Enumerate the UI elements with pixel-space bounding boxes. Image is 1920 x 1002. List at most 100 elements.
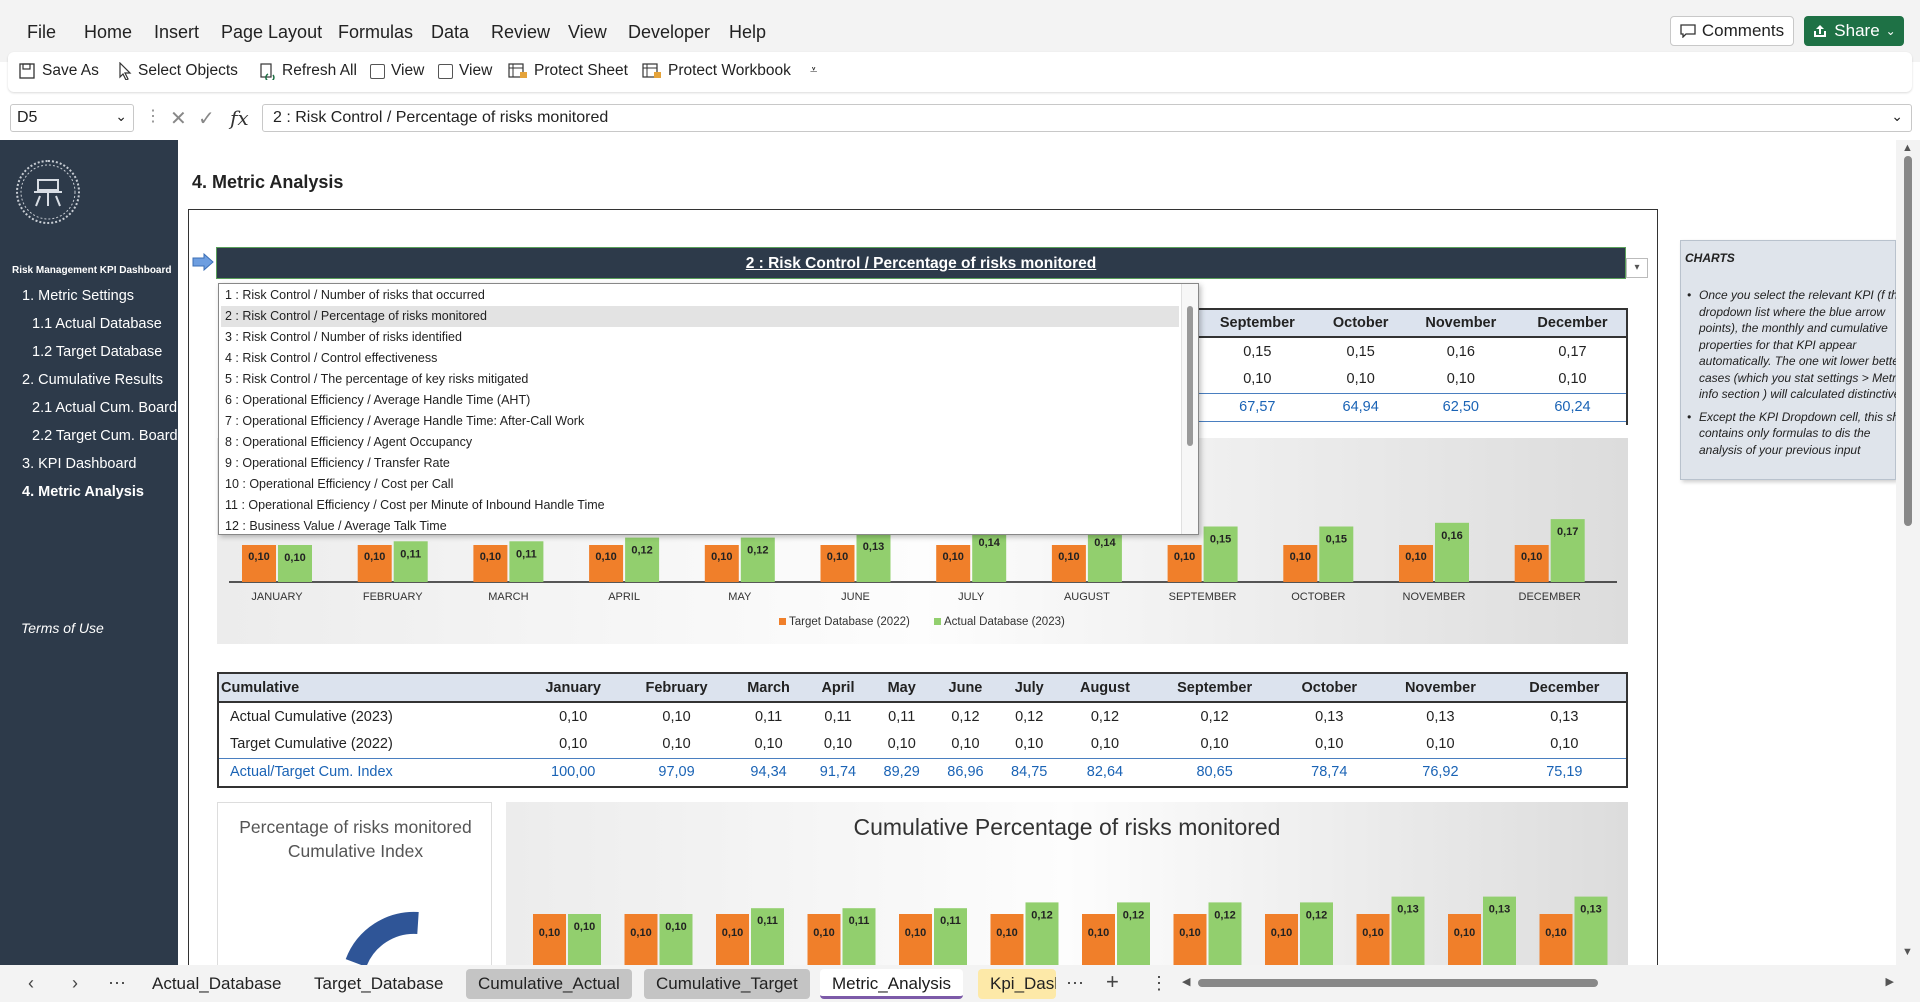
cumulative-chart[interactable]: Cumulative Percentage of risks monitored… xyxy=(506,802,1628,965)
toolbar-overflow-icon[interactable]: ⩡ xyxy=(810,62,818,77)
table-cell[interactable]: 0,16 xyxy=(1446,343,1475,360)
table-cell[interactable]: 0,10 xyxy=(1243,370,1272,387)
menu-data[interactable]: Data xyxy=(431,22,470,42)
table-cell[interactable]: 0,10 xyxy=(662,735,691,752)
table-cell[interactable]: 0,13 xyxy=(1550,708,1579,725)
chevron-down-icon[interactable]: ⌄ xyxy=(1891,108,1903,124)
sidebar-item-metric-settings[interactable]: 1. Metric Settings xyxy=(22,288,135,304)
table-cell[interactable]: 75,19 xyxy=(1502,757,1626,786)
tab-cumulative-actual[interactable]: Cumulative_Actual xyxy=(466,969,632,999)
table-cell[interactable]: 89,29 xyxy=(869,757,934,786)
view-checkbox-2[interactable]: View xyxy=(438,62,492,80)
kpi-dropdown-list[interactable]: 1 : Risk Control / Number of risks that … xyxy=(218,283,1199,535)
tab-target-database[interactable]: Target_Database xyxy=(314,974,444,993)
table-cell[interactable]: 0,10 xyxy=(559,735,588,752)
menu-view[interactable]: View xyxy=(568,22,607,42)
tab-kpi-dashboard[interactable]: Kpi_Dash xyxy=(978,969,1056,999)
table-cell[interactable]: 0,11 xyxy=(754,708,783,725)
menu-page-layout[interactable]: Page Layout xyxy=(221,22,323,42)
table-cell[interactable]: 64,94 xyxy=(1316,392,1405,422)
table-cell[interactable]: 94,34 xyxy=(731,757,807,786)
vertical-scroll-thumb[interactable] xyxy=(1904,156,1912,526)
table-cell[interactable]: 82,64 xyxy=(1061,757,1149,786)
dropdown-option[interactable]: 6 : Operational Efficiency / Average Han… xyxy=(225,393,531,407)
more-sheets-icon[interactable]: ⋯ xyxy=(108,973,126,993)
menu-review[interactable]: Review xyxy=(491,22,551,42)
table-cell[interactable]: 86,96 xyxy=(933,757,998,786)
table-cell[interactable]: 0,10 xyxy=(1315,735,1344,752)
horizontal-scrollbar[interactable]: ◀ ▶ xyxy=(1180,975,1896,991)
gauge-chart[interactable]: Percentage of risks monitored Cumulative… xyxy=(217,802,492,965)
menu-developer[interactable]: Developer xyxy=(628,22,711,42)
scroll-right-icon[interactable]: ▶ xyxy=(1885,976,1894,988)
table-cell[interactable]: Actual Cumulative (2023) xyxy=(230,708,393,725)
add-sheet-icon[interactable]: + xyxy=(1106,969,1119,994)
dropdown-option[interactable]: 9 : Operational Efficiency / Transfer Ra… xyxy=(225,456,450,470)
name-box[interactable]: D5 ⌄ xyxy=(10,104,134,132)
dropdown-option[interactable]: 12 : Business Value / Average Talk Time xyxy=(225,519,447,533)
sidebar-item-actual-cum-board[interactable]: 2.1 Actual Cum. Board xyxy=(32,400,178,416)
scroll-left-icon[interactable]: ◀ xyxy=(1182,976,1191,988)
table-cell[interactable]: 0,10 xyxy=(1426,735,1455,752)
protect-sheet-button[interactable]: Protect Sheet xyxy=(508,62,628,80)
view-checkbox-1[interactable]: View xyxy=(370,62,424,80)
table-cell[interactable]: 0,10 xyxy=(662,708,691,725)
dropdown-scrollbar[interactable] xyxy=(1181,284,1198,534)
vertical-scrollbar[interactable]: ▲ ▼ xyxy=(1896,140,1920,965)
dropdown-option[interactable]: 1 : Risk Control / Number of risks that … xyxy=(225,288,485,302)
sidebar-item-kpi-dashboard[interactable]: 3. KPI Dashboard xyxy=(22,456,137,472)
table-cell[interactable]: 0,12 xyxy=(1090,708,1120,725)
dropdown-arrow-button[interactable]: ▾ xyxy=(1626,258,1648,278)
scroll-down-icon[interactable]: ▼ xyxy=(1902,946,1913,958)
select-objects-button[interactable]: Select Objects xyxy=(118,62,238,80)
table-cell[interactable]: 60,24 xyxy=(1516,392,1628,422)
table-cell[interactable]: 0,10 xyxy=(1200,735,1229,752)
table-cell[interactable]: 0,13 xyxy=(1426,708,1455,725)
table-cell[interactable]: 0,10 xyxy=(823,735,853,752)
formula-input[interactable]: 2 : Risk Control / Percentage of risks m… xyxy=(262,104,1912,132)
dropdown-option[interactable]: 2 : Risk Control / Percentage of risks m… xyxy=(221,306,1179,327)
next-sheet-icon[interactable]: › xyxy=(72,973,78,993)
sidebar-item-metric-analysis[interactable]: 4. Metric Analysis xyxy=(22,484,144,500)
dropdown-option[interactable]: 5 : Risk Control / The percentage of key… xyxy=(225,372,529,386)
menu-home[interactable]: Home xyxy=(84,22,133,42)
more-tabs-icon[interactable]: ⋯ xyxy=(1066,973,1084,993)
protect-workbook-button[interactable]: Protect Workbook xyxy=(642,62,791,80)
tab-cumulative-target[interactable]: Cumulative_Target xyxy=(644,969,810,999)
menu-formulas[interactable]: Formulas xyxy=(338,22,414,42)
table-cell[interactable]: 0,12 xyxy=(1015,708,1044,725)
sheet-options-icon[interactable]: ⋮ xyxy=(1150,973,1168,993)
comments-button[interactable]: Comments xyxy=(1670,16,1794,46)
menu-insert[interactable]: Insert xyxy=(154,22,200,42)
table-cell[interactable]: 0,10 xyxy=(1090,735,1120,752)
table-cell[interactable]: 0,10 xyxy=(1015,735,1044,752)
table-cell[interactable]: 78,74 xyxy=(1280,757,1379,786)
share-button[interactable]: Share ⌄ xyxy=(1804,16,1904,46)
table-cell[interactable]: 67,57 xyxy=(1198,392,1317,422)
table-cell[interactable]: 0,15 xyxy=(1243,343,1272,360)
sidebar-item-target-cum-board[interactable]: 2.2 Target Cum. Board xyxy=(32,428,178,444)
table-cell[interactable]: Actual/Target Cum. Index xyxy=(219,757,525,786)
scroll-up-icon[interactable]: ▲ xyxy=(1902,142,1913,154)
table-cell[interactable]: 97,09 xyxy=(622,757,732,786)
table-cell[interactable]: 62,50 xyxy=(1404,392,1517,422)
table-cell[interactable]: 0,17 xyxy=(1558,343,1587,360)
confirm-icon[interactable]: ✓ xyxy=(198,108,215,130)
terms-of-use-link[interactable]: Terms of Use xyxy=(21,620,104,636)
dropdown-option[interactable]: 3 : Risk Control / Number of risks ident… xyxy=(225,330,462,344)
tab-metric-analysis[interactable]: Metric_Analysis xyxy=(820,969,964,999)
dropdown-option[interactable]: 7 : Operational Efficiency / Average Han… xyxy=(225,414,585,428)
table-cell[interactable]: 0,10 xyxy=(887,735,916,752)
table-cell[interactable]: 0,10 xyxy=(559,708,588,725)
horizontal-scroll-thumb[interactable] xyxy=(1198,979,1598,987)
table-cell[interactable]: 0,11 xyxy=(888,708,916,725)
table-cell[interactable]: 84,75 xyxy=(997,757,1062,786)
table-cell[interactable]: 0,10 xyxy=(754,735,783,752)
menu-help[interactable]: Help xyxy=(729,22,767,42)
tab-actual-database[interactable]: Actual_Database xyxy=(152,974,282,993)
table-cell[interactable]: 0,10 xyxy=(1446,370,1475,387)
table-cell[interactable]: 0,15 xyxy=(1346,343,1375,360)
table-cell[interactable]: 0,12 xyxy=(951,708,980,725)
table-cell[interactable]: 0,10 xyxy=(951,735,980,752)
dropdown-option[interactable]: 4 : Risk Control / Control effectiveness xyxy=(225,351,438,365)
